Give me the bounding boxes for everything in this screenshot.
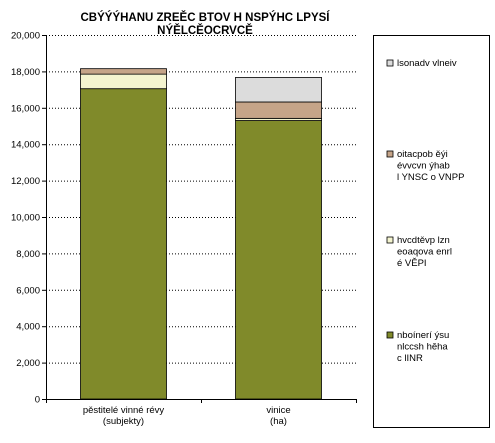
chart-title: CBÝÝÝHANU ZREĚC BTOV H NSPÝHC LPYSÍNÝĚLC…	[81, 11, 331, 37]
y-tick-label: 12,000	[11, 176, 40, 187]
legend-label: nboínerí ýsu	[397, 330, 449, 341]
legend-label: l YNSC o VNPP	[397, 172, 464, 183]
bars	[80, 68, 322, 400]
x-category-label: pěstitelé vinné révy	[83, 405, 165, 416]
bar-segment	[235, 101, 322, 119]
y-tick-label: 6,000	[16, 285, 40, 296]
legend-label: nlccsh hěha	[397, 342, 448, 353]
x-category-label: (ha)	[270, 416, 287, 427]
legend-label: é VĚPI	[397, 258, 427, 269]
bar-segment	[80, 73, 167, 90]
bar-segment	[235, 77, 322, 103]
bar-segment	[235, 120, 322, 400]
legend-swatch	[386, 331, 394, 339]
y-tick-label: 18,000	[11, 67, 40, 78]
x-category-label: vinice	[266, 405, 290, 416]
legend-swatch	[386, 59, 394, 67]
y-tick-label: 16,000	[11, 103, 40, 114]
y-tick-label: 4,000	[16, 322, 40, 333]
bar-segment	[80, 88, 167, 400]
y-tick-label: 2,000	[16, 358, 40, 369]
legend-swatch	[386, 150, 394, 158]
chart-title-line: CBÝÝÝHANU ZREĚC BTOV H NSPÝHC LPYSÍ	[81, 11, 331, 24]
x-category-label: (subjekty)	[103, 416, 144, 427]
bar-segment	[80, 68, 167, 75]
y-tick-label: 8,000	[16, 249, 40, 260]
legend-box	[373, 35, 490, 428]
chart-title-line: NÝĚLCĚOCRVCĚ	[157, 24, 253, 37]
legend-label: oitacpob ěýi	[397, 149, 448, 160]
legend-swatch	[386, 236, 394, 244]
legend-label: eoaqova enrl	[397, 247, 452, 258]
y-tick-label: 14,000	[11, 140, 40, 151]
y-tick-label: 0	[35, 395, 40, 406]
y-tick-label: 20,000	[11, 31, 40, 42]
legend-label: évvcvn ýhab	[397, 161, 450, 172]
axes: 0 2,000 4,000 6,000 8,000 10,000 12,000 14,000 1…	[11, 31, 357, 427]
y-tick-label: 10,000	[11, 213, 40, 224]
legend-label: c lINR	[397, 353, 423, 364]
legend-label: hvcdtěvp lzn	[397, 235, 450, 246]
legend-label: lsonadv vlneiv	[397, 58, 457, 69]
